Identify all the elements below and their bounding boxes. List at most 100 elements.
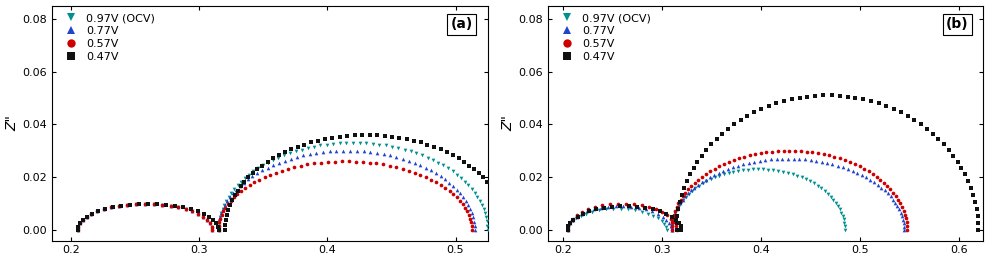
Point: [573, 213, 588, 218]
Point: [949, 159, 965, 164]
Point: [819, 161, 835, 165]
Point: [673, 198, 688, 202]
Point: [837, 228, 853, 232]
Point: [465, 215, 481, 220]
Point: [111, 204, 127, 208]
Point: [79, 215, 95, 219]
Point: [694, 180, 710, 184]
Point: [479, 220, 494, 224]
Point: [412, 173, 428, 177]
Point: [433, 183, 449, 187]
Point: [120, 203, 135, 207]
Point: [154, 203, 170, 207]
Point: [222, 203, 237, 207]
Point: [605, 207, 621, 211]
Point: [562, 222, 578, 226]
Point: [896, 228, 912, 232]
Point: [694, 175, 710, 179]
Point: [255, 163, 271, 168]
Point: [480, 180, 495, 184]
Point: [457, 206, 473, 210]
Point: [271, 153, 287, 157]
Point: [70, 224, 86, 229]
Point: [355, 160, 371, 164]
Point: [702, 169, 718, 173]
Point: [836, 217, 852, 222]
Point: [664, 228, 679, 232]
Point: [674, 193, 689, 197]
Point: [666, 212, 681, 217]
Point: [175, 205, 191, 209]
Point: [703, 142, 719, 146]
Point: [437, 186, 453, 190]
Point: [669, 207, 684, 211]
Point: [136, 201, 152, 206]
Point: [178, 207, 194, 211]
Point: [856, 167, 872, 171]
Point: [190, 212, 206, 216]
Point: [221, 208, 236, 212]
Point: [83, 212, 99, 216]
Point: [634, 203, 650, 207]
Point: [752, 159, 767, 163]
Point: [79, 215, 95, 219]
Point: [84, 212, 100, 216]
Point: [103, 205, 119, 209]
Point: [775, 149, 791, 153]
Point: [714, 132, 730, 136]
Point: [259, 160, 275, 164]
Point: [686, 186, 702, 190]
Point: [582, 209, 597, 213]
Point: [145, 202, 161, 206]
Point: [334, 159, 350, 163]
Point: [892, 201, 908, 205]
Point: [467, 228, 483, 232]
Point: [906, 118, 922, 122]
Point: [405, 139, 421, 143]
Point: [462, 207, 478, 211]
Point: [464, 211, 480, 215]
Point: [561, 225, 577, 229]
Point: [324, 135, 340, 140]
Point: [863, 99, 879, 103]
Point: [389, 165, 405, 169]
Point: [631, 206, 647, 210]
Point: [645, 207, 661, 211]
Point: [162, 204, 178, 208]
Point: [827, 155, 843, 159]
Point: [162, 204, 178, 208]
Point: [190, 209, 206, 213]
Point: [848, 96, 863, 100]
Point: [706, 173, 722, 177]
Point: [249, 167, 265, 171]
Point: [241, 173, 257, 177]
Point: [703, 177, 719, 181]
Point: [202, 221, 218, 225]
Point: [565, 216, 581, 221]
Point: [644, 209, 660, 213]
Point: [965, 193, 981, 197]
Point: [575, 210, 590, 214]
Point: [896, 221, 912, 225]
Point: [837, 221, 853, 225]
Point: [332, 134, 348, 139]
Point: [432, 147, 448, 152]
Point: [840, 167, 855, 171]
Point: [834, 211, 850, 215]
Point: [437, 177, 453, 182]
Point: [816, 93, 832, 97]
Point: [455, 195, 471, 199]
Point: [212, 215, 227, 219]
Point: [211, 224, 226, 228]
Point: [602, 202, 618, 206]
Point: [399, 137, 414, 141]
Point: [847, 162, 862, 166]
Point: [880, 191, 896, 195]
Point: [726, 122, 742, 126]
Point: [490, 193, 505, 198]
Point: [217, 203, 232, 207]
Point: [320, 160, 336, 164]
Point: [262, 173, 278, 177]
Point: [449, 195, 465, 199]
Point: [103, 205, 119, 209]
